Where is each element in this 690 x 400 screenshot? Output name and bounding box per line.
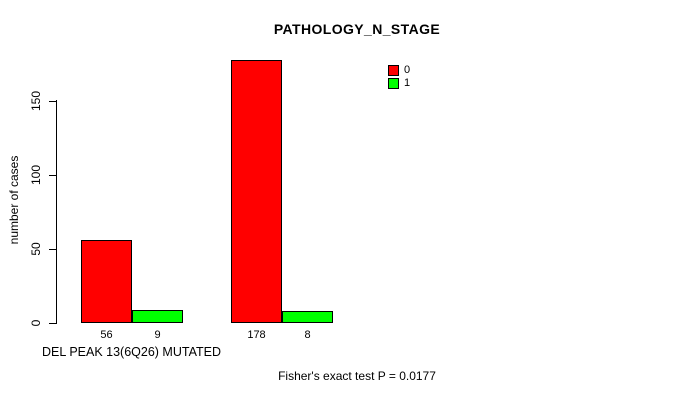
y-tick-mark-100 (49, 175, 57, 176)
bar-count-label-series-0-group-1: 56 (100, 329, 113, 341)
y-tick-label-100: 100 (29, 164, 43, 186)
y-tick-label-0: 0 (29, 319, 43, 327)
legend-swatch-red (388, 65, 399, 76)
y-tick-mark-150 (49, 101, 57, 102)
y-axis-line (56, 100, 57, 323)
y-tick-label-50: 50 (29, 242, 43, 256)
y-tick-mark-0 (49, 323, 57, 324)
y-tick-mark-50 (49, 249, 57, 250)
annotation-text: Fisher's exact test P = 0.0177 (278, 369, 436, 383)
legend-item-1: 1 (388, 77, 410, 90)
x-axis-title: DEL PEAK 13(6Q26) MUTATED (42, 345, 221, 359)
y-tick-label-150: 150 (29, 90, 43, 112)
legend: 0 1 (388, 64, 410, 90)
bar-count-label-series-1-group-2: 8 (304, 329, 311, 341)
bar-series-0-group-1 (81, 240, 132, 323)
legend-label-0: 0 (404, 64, 411, 76)
bar-series-0-group-2 (231, 60, 282, 323)
legend-label-1: 1 (404, 77, 411, 89)
bar-count-label-series-1-group-1: 9 (154, 329, 161, 341)
legend-swatch-green (388, 78, 399, 89)
bar-series-1-group-2 (282, 311, 333, 323)
y-axis-title: number of cases (7, 155, 21, 245)
bar-series-1-group-1 (132, 310, 183, 323)
chart-title: PATHOLOGY_N_STAGE (273, 21, 441, 37)
bar-count-label-series-0-group-2: 178 (247, 329, 266, 341)
legend-item-0: 0 (388, 64, 410, 77)
